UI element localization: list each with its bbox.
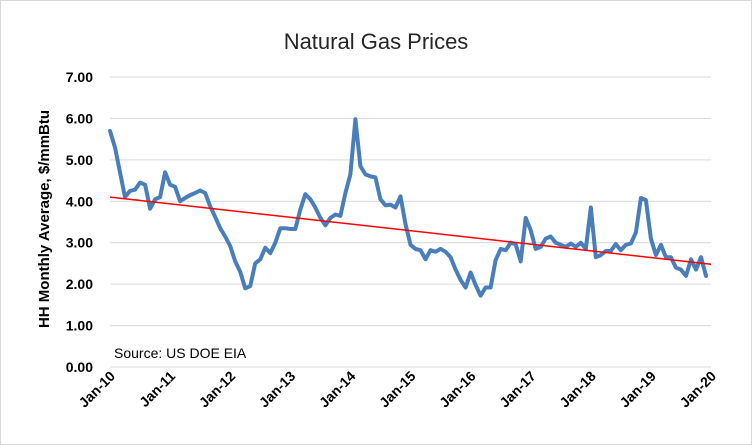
y-tick-label: 0.00 <box>66 359 93 375</box>
gridlines <box>110 77 711 367</box>
x-tick-labels: Jan-10Jan-11Jan-12Jan-13Jan-14Jan-15Jan-… <box>75 368 719 411</box>
y-tick-label: 5.00 <box>66 152 93 168</box>
y-tick-label: 2.00 <box>66 276 93 292</box>
x-tick-label: Jan-12 <box>196 368 239 411</box>
x-tick-label: Jan-18 <box>556 368 599 411</box>
x-tick-label: Jan-19 <box>616 368 659 411</box>
y-tick-label: 1.00 <box>66 318 93 334</box>
y-tick-label: 4.00 <box>66 193 93 209</box>
source-annotation: Source: US DOE EIA <box>114 345 247 361</box>
y-tick-label: 6.00 <box>66 110 93 126</box>
y-axis-label: HH Monthly Average, $/mmBtu <box>36 110 53 328</box>
y-tick-label: 3.00 <box>66 235 93 251</box>
x-tick-label: Jan-15 <box>376 368 419 411</box>
y-tick-labels: 0.00 1.00 2.00 3.00 4.00 5.00 6.00 7.00 <box>66 69 93 375</box>
x-tick-label: Jan-14 <box>316 368 359 411</box>
y-tick-label: 7.00 <box>66 69 93 85</box>
chart-title: Natural Gas Prices <box>284 29 469 54</box>
x-tick-label: Jan-20 <box>676 368 719 411</box>
x-tick-label: Jan-17 <box>496 368 539 411</box>
x-tick-label: Jan-16 <box>436 368 479 411</box>
trendline <box>110 197 711 264</box>
x-tick-label: Jan-13 <box>256 368 299 411</box>
x-tick-label: Jan-11 <box>136 368 178 410</box>
plot-area <box>110 119 711 295</box>
